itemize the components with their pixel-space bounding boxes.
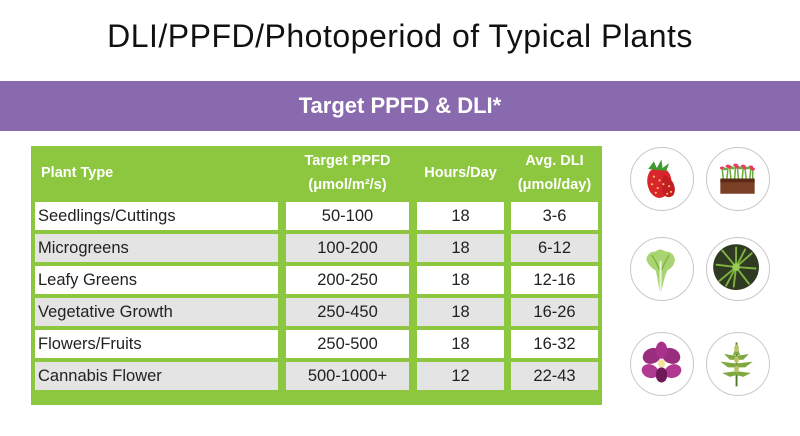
orchid-icon — [630, 332, 694, 396]
table-row: Flowers/Fruits 250-500 18 16-32 — [31, 330, 602, 358]
plant-type-cell: Leafy Greens — [35, 266, 278, 294]
table-row: Cannabis Flower 500-1000+ 12 22-43 — [31, 362, 602, 390]
header-ppfd-unit: (μmol/m²/s) — [308, 176, 387, 193]
table-row: Microgreens 100-200 18 6-12 — [31, 234, 602, 262]
hours-cell: 18 — [417, 266, 504, 294]
hours-cell: 18 — [417, 202, 504, 230]
ppfd-cell: 500-1000+ — [286, 362, 409, 390]
page-title: DLI/PPFD/Photoperiod of Typical Plants — [107, 18, 693, 54]
dli-cell: 12-16 — [511, 266, 598, 294]
plant-type-cell: Seedlings/Cuttings — [35, 202, 278, 230]
table-row: Leafy Greens 200-250 18 12-16 — [31, 266, 602, 294]
table-row: Seedlings/Cuttings 50-100 18 3-6 — [31, 202, 602, 230]
plant-type-cell: Cannabis Flower — [35, 362, 278, 390]
header-target-ppfd: Target PPFD (μmol/m²/s) — [286, 146, 409, 199]
dli-cell: 22-43 — [511, 362, 598, 390]
hours-cell: 18 — [417, 330, 504, 358]
header-dli-label: Avg. DLI — [525, 152, 584, 169]
ppfd-cell: 200-250 — [286, 266, 409, 294]
lettuce-icon — [630, 237, 694, 301]
dli-cell: 3-6 — [511, 202, 598, 230]
header-dli-unit: (μmol/day) — [517, 176, 592, 193]
dli-cell: 6-12 — [511, 234, 598, 262]
header-avg-dli: Avg. DLI (μmol/day) — [511, 146, 598, 199]
strawberry-icon — [630, 147, 694, 211]
hours-cell: 18 — [417, 234, 504, 262]
ppfd-cell: 250-500 — [286, 330, 409, 358]
header-plant-type: Plant Type — [41, 164, 114, 181]
section-banner: Target PPFD & DLI* — [0, 81, 800, 131]
hours-cell: 18 — [417, 298, 504, 326]
ppfd-cell: 100-200 — [286, 234, 409, 262]
plant-type-cell: Flowers/Fruits — [35, 330, 278, 358]
plant-light-table: Plant Type Target PPFD (μmol/m²/s) Hours… — [31, 146, 602, 405]
table-row: Vegetative Growth 250-450 18 16-26 — [31, 298, 602, 326]
plant-type-cell: Microgreens — [35, 234, 278, 262]
hours-cell: 12 — [417, 362, 504, 390]
microgreens-icon — [706, 147, 770, 211]
plant-type-cell: Vegetative Growth — [35, 298, 278, 326]
ppfd-cell: 50-100 — [286, 202, 409, 230]
header-ppfd-label: Target PPFD — [304, 152, 391, 169]
dli-cell: 16-26 — [511, 298, 598, 326]
cannabis-plant-icon — [706, 332, 770, 396]
header-hours-day: Hours/Day — [424, 164, 497, 181]
dli-cell: 16-32 — [511, 330, 598, 358]
cannabis-bud-icon — [706, 237, 770, 301]
ppfd-cell: 250-450 — [286, 298, 409, 326]
